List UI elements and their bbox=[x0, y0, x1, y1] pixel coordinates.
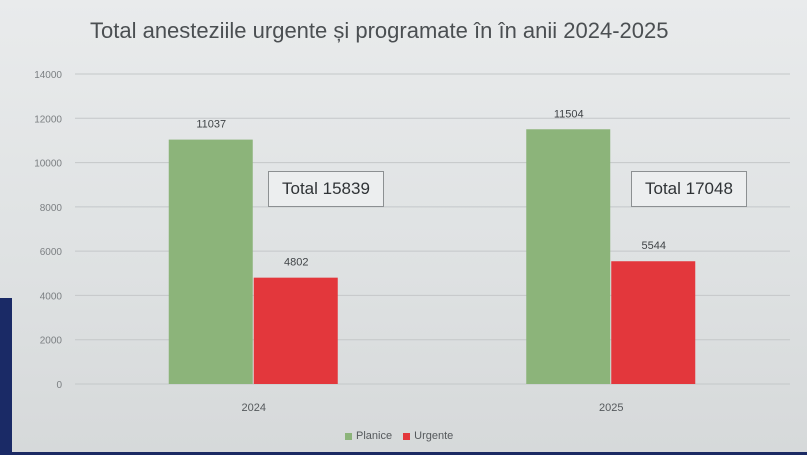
y-tick-label: 10000 bbox=[34, 159, 62, 170]
legend-label-urgente: Urgente bbox=[414, 430, 454, 442]
y-tick-label: 12000 bbox=[34, 114, 62, 125]
legend-swatch-urgente bbox=[403, 432, 411, 440]
background-edge bbox=[0, 298, 12, 455]
legend-item-urgente: Urgente bbox=[403, 430, 453, 442]
y-tick-label: 8000 bbox=[40, 203, 63, 214]
x-category-label: 2024 bbox=[242, 402, 266, 414]
data-label: 11037 bbox=[196, 119, 226, 131]
legend-swatch-planice bbox=[345, 432, 352, 440]
total-2024-annotation: Total 15839 bbox=[268, 171, 384, 207]
data-label: 11504 bbox=[554, 108, 584, 120]
data-label: 4802 bbox=[284, 257, 308, 269]
bar-urgente-2024 bbox=[253, 277, 338, 384]
bar-planice-2024 bbox=[168, 139, 253, 384]
data-label: 5544 bbox=[642, 240, 666, 252]
y-tick-label: 4000 bbox=[40, 291, 63, 302]
bar-planice-2025 bbox=[526, 129, 611, 384]
bar-urgente-2025 bbox=[611, 261, 696, 384]
y-tick-label: 14000 bbox=[34, 70, 62, 81]
total-2025-annotation: Total 17048 bbox=[631, 171, 747, 207]
x-category-label: 2025 bbox=[599, 402, 623, 414]
chart-legend: Planice Urgente bbox=[345, 430, 461, 442]
legend-item-planice: Planice bbox=[345, 430, 395, 442]
legend-label-planice: Planice bbox=[356, 430, 393, 442]
y-tick-label: 6000 bbox=[40, 247, 63, 258]
chart-title: Total anesteziile urgente și programate … bbox=[90, 18, 669, 43]
y-tick-label: 0 bbox=[56, 380, 62, 391]
y-tick-label: 2000 bbox=[40, 336, 63, 347]
